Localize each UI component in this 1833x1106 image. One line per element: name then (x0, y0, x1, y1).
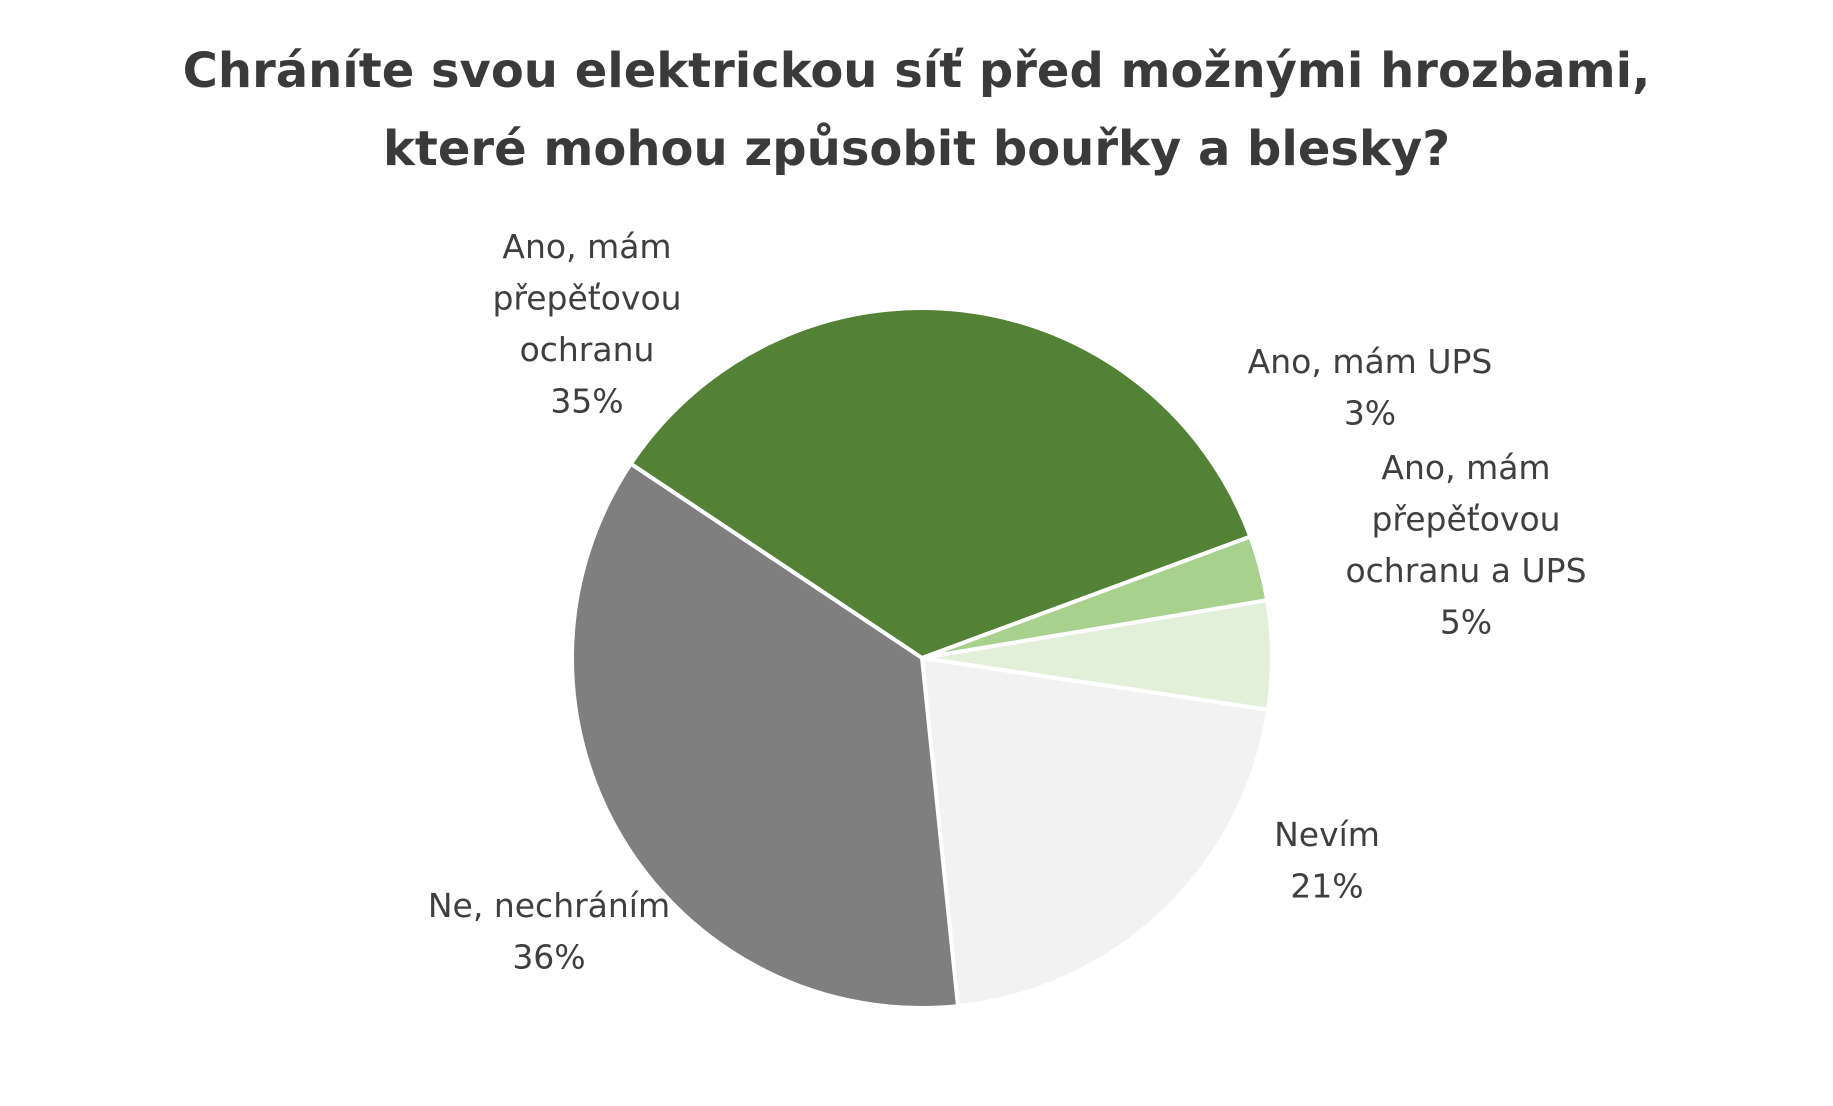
chart-title-line-1: Chráníte svou elektrickou síť před možný… (182, 43, 1651, 99)
pie-slice-4 (920, 656, 1271, 1009)
slice-label-2: Ano, mám UPS 3% (1248, 342, 1493, 433)
pie-slices (570, 306, 1274, 1010)
slice-label-4: Nevím 21% (1274, 815, 1380, 906)
pie-slice-1 (628, 306, 1253, 660)
chart-title: Chráníte svou elektrickou síť před možný… (0, 32, 1833, 188)
slice-percent: 21% (1290, 867, 1363, 906)
slice-percent: 3% (1344, 394, 1396, 433)
slice-label-line: Nevím (1274, 815, 1380, 854)
slice-percent: 36% (512, 938, 585, 977)
slice-label-1: Ano, mám přepěťovou ochranu 35% (492, 227, 681, 421)
slice-label-line: Ano, mám (502, 227, 671, 266)
slice-label-line: ochranu (520, 330, 655, 369)
slice-label-line: ochranu a UPS (1345, 551, 1586, 590)
slice-label-line: Ano, mám UPS (1248, 342, 1493, 381)
slice-label-line: přepěťovou (492, 279, 681, 318)
slice-percent: 35% (550, 382, 623, 421)
slice-label-5: Ne, nechráním 36% (428, 886, 670, 977)
slice-label-3: Ano, mám přepěťovou ochranu a UPS 5% (1345, 448, 1586, 642)
pie-labels: Ano, mám přepěťovou ochranu 35% Ano, mám UPS… (428, 227, 1587, 977)
slice-label-line: přepěťovou (1371, 500, 1560, 539)
slice-label-line: Ne, nechráním (428, 886, 670, 925)
slice-percent: 5% (1440, 603, 1492, 642)
slice-label-line: Ano, mám (1381, 448, 1550, 487)
pie-slice-5 (570, 461, 960, 1010)
chart-title-line-2: které mohou způsobit bouřky a blesky? (382, 121, 1451, 177)
